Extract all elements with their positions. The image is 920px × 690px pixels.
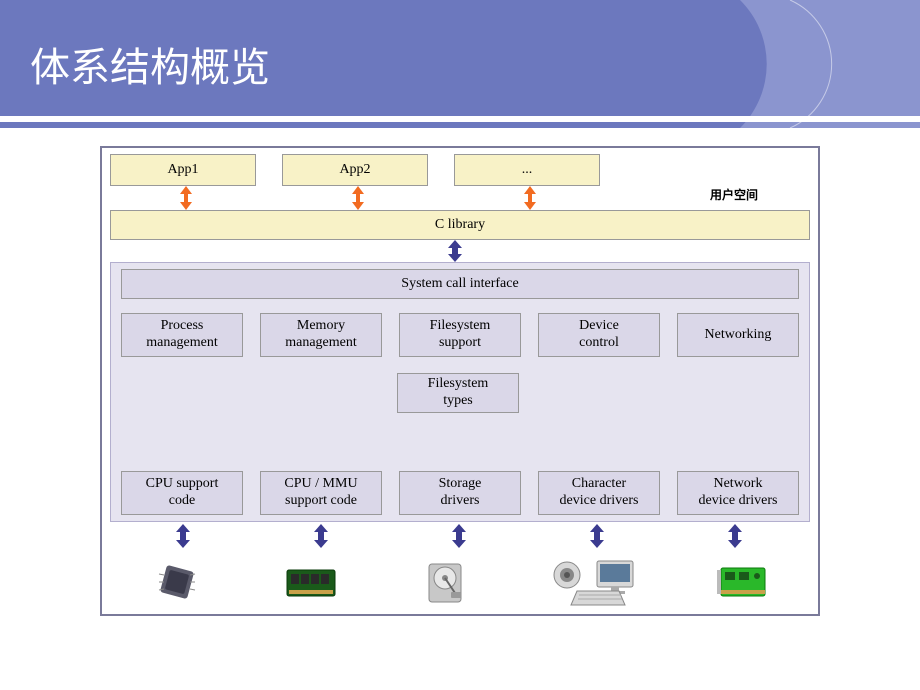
driver-label: Character device drivers	[560, 476, 639, 510]
app-label: App1	[167, 162, 198, 179]
app-label: App2	[339, 162, 370, 179]
app-box-3: ...	[454, 154, 600, 186]
arrow-hw-4	[588, 524, 606, 548]
syscall-label: System call interface	[401, 276, 518, 293]
syscall-box: System call interface	[121, 269, 799, 299]
subsys-label: Filesystem support	[430, 318, 491, 352]
subsys-label: Networking	[705, 327, 772, 344]
io-devices-icon	[549, 558, 639, 606]
driver-cpu: CPU support code	[121, 471, 243, 515]
architecture-diagram: App1 App2 ... 用户空间 C library System call…	[100, 146, 820, 616]
arrow-hw-1	[174, 524, 192, 548]
driver-mmu: CPU / MMU support code	[260, 471, 382, 515]
subsystems-row: Process management Memory management Fil…	[121, 313, 799, 357]
driver-label: Network device drivers	[699, 476, 778, 510]
driver-netdev: Network device drivers	[677, 471, 799, 515]
arrow-hw-2	[312, 524, 330, 548]
subsys-memory: Memory management	[260, 313, 382, 357]
subsys-process: Process management	[121, 313, 243, 357]
arrow-app2-clib	[350, 186, 366, 210]
subsys-label: Process management	[146, 318, 218, 352]
ram-card-icon	[281, 558, 341, 606]
clib-label: C library	[435, 217, 485, 234]
header-divider	[0, 116, 920, 122]
slide-header: 体系结构概览	[0, 0, 920, 128]
hard-disk-icon	[415, 558, 475, 606]
kernel-region: System call interface Process management…	[110, 262, 810, 522]
app-box-1: App1	[110, 154, 256, 186]
subsys-label: Device control	[579, 318, 619, 352]
app-box-2: App2	[282, 154, 428, 186]
network-card-icon	[713, 558, 773, 606]
diagram-container: App1 App2 ... 用户空间 C library System call…	[0, 128, 920, 616]
drivers-row: CPU support code CPU / MMU support code …	[121, 471, 799, 515]
clib-row: C library	[110, 210, 810, 240]
arrow-hw-5	[726, 524, 744, 548]
hardware-row	[110, 554, 810, 610]
slide-title: 体系结构概览	[30, 35, 270, 93]
driver-storage: Storage drivers	[399, 471, 521, 515]
subsys-networking: Networking	[677, 313, 799, 357]
driver-chardev: Character device drivers	[538, 471, 660, 515]
driver-label: CPU support code	[146, 476, 219, 510]
clibrary-box: C library	[110, 210, 810, 240]
app-label: ...	[522, 162, 533, 179]
arrow-app1-clib	[178, 186, 194, 210]
fstypes-box: Filesystem types	[397, 373, 519, 413]
subsys-filesystem: Filesystem support	[399, 313, 521, 357]
apps-row: App1 App2 ...	[110, 154, 810, 186]
subsys-device: Device control	[538, 313, 660, 357]
userspace-label: 用户空间	[710, 186, 758, 203]
driver-label: CPU / MMU support code	[284, 476, 357, 510]
arrow-hw-3	[450, 524, 468, 548]
header-curve-decoration	[700, 0, 920, 128]
cpu-chip-icon	[147, 558, 207, 606]
subsys-label: Memory management	[285, 318, 357, 352]
arrow-app3-clib	[522, 186, 538, 210]
driver-label: Storage drivers	[439, 476, 482, 510]
arrow-clib-syscall	[446, 240, 464, 262]
fstypes-label: Filesystem types	[428, 376, 489, 410]
